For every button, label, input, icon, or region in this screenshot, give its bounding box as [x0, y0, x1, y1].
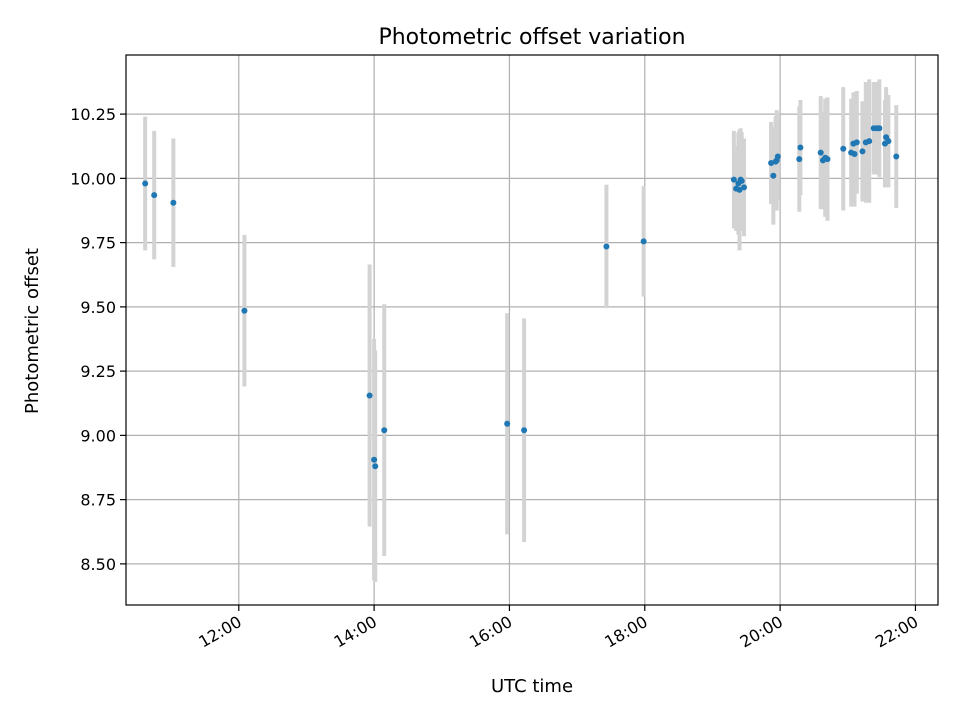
data-point — [853, 139, 860, 146]
data-point — [738, 177, 745, 184]
data-point — [366, 392, 373, 399]
y-tick-label: 10.25 — [70, 105, 116, 124]
data-point — [893, 153, 900, 160]
data-point — [817, 149, 824, 156]
data-point — [151, 192, 158, 199]
data-point — [824, 156, 831, 163]
data-point — [851, 150, 858, 157]
data-point — [885, 138, 892, 145]
data-points — [142, 125, 900, 470]
y-tick-label: 9.25 — [80, 362, 116, 381]
data-point — [768, 159, 775, 166]
data-point — [371, 456, 378, 463]
x-tick-label: 20:00 — [737, 612, 786, 652]
x-axis-label: UTC time — [491, 676, 573, 697]
y-tick-label: 8.50 — [80, 555, 116, 574]
data-point — [774, 153, 781, 160]
data-point — [876, 125, 883, 132]
y-tick-label: 9.00 — [80, 426, 116, 445]
data-point — [797, 144, 804, 151]
x-tick-label: 12:00 — [195, 612, 244, 652]
data-point — [504, 420, 511, 427]
data-point — [770, 172, 777, 179]
data-point — [170, 199, 177, 206]
data-point — [603, 243, 610, 250]
x-tick-label: 18:00 — [601, 612, 650, 652]
data-point — [741, 184, 748, 191]
data-point — [866, 138, 873, 145]
data-point — [840, 145, 847, 152]
y-axis-label: Photometric offset — [22, 248, 43, 414]
data-point — [521, 427, 528, 434]
data-point — [241, 307, 248, 314]
data-point — [859, 148, 866, 155]
grid — [126, 55, 938, 605]
error-bars — [143, 79, 899, 582]
y-tick-label: 9.75 — [80, 234, 116, 253]
y-tick-label: 9.50 — [80, 298, 116, 317]
data-point — [381, 427, 388, 434]
data-point — [142, 180, 149, 187]
data-point — [730, 176, 737, 183]
x-tick-label: 22:00 — [872, 612, 921, 652]
x-tick-label: 14:00 — [331, 612, 380, 652]
x-tick-label: 16:00 — [466, 612, 515, 652]
data-point — [372, 463, 379, 470]
plot-frame — [125, 54, 939, 606]
data-point — [640, 238, 647, 245]
data-point — [736, 186, 743, 193]
y-tick-label: 8.75 — [80, 491, 116, 510]
y-tick-label: 10.00 — [70, 169, 116, 188]
axis-ticks: 12:00 14:00 16:00 18:00 20:00 22:00 8.50 8.75 9.… — [70, 105, 921, 651]
data-point — [796, 156, 803, 163]
chart-title: Photometric offset variation — [378, 25, 685, 50]
